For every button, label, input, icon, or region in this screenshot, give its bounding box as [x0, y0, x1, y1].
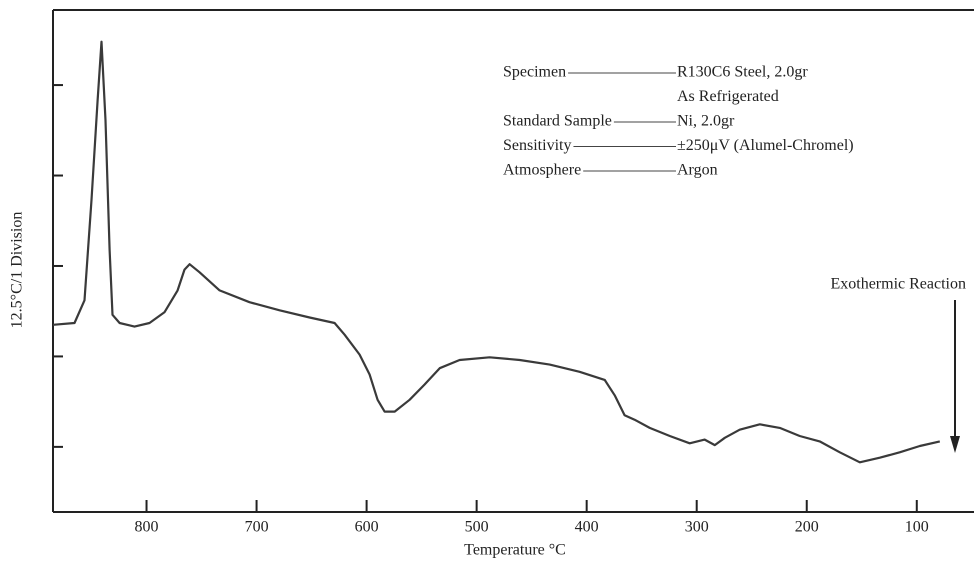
info-label: Standard Sample	[503, 113, 612, 130]
y-axis-label: 12.5°C/1 Division	[9, 212, 26, 329]
x-tick-label: 100	[905, 519, 929, 536]
x-tick-label: 700	[245, 519, 269, 536]
info-value: ±250μV (Alumel-Chromel)	[677, 137, 854, 154]
info-value: Argon	[677, 162, 718, 179]
info-label: Atmosphere	[503, 162, 581, 179]
info-label: Sensitivity	[503, 137, 571, 154]
x-tick-label: 800	[135, 519, 159, 536]
info-label: Specimen	[503, 64, 566, 81]
arrow-head	[950, 436, 960, 453]
data-line	[52, 40, 941, 464]
x-tick-label: 400	[575, 519, 599, 536]
x-tick-label: 500	[465, 519, 489, 536]
info-value: R130C6 Steel, 2.0gr	[677, 64, 808, 81]
x-tick-label: 200	[795, 519, 819, 536]
annotation: Exothermic Reaction	[830, 276, 966, 293]
info-value: Ni, 2.0gr	[677, 113, 735, 130]
info-value: As Refrigerated	[677, 88, 779, 105]
x-axis-label: Temperature °C	[464, 542, 566, 559]
x-tick-label: 600	[355, 519, 379, 536]
x-tick-label: 300	[685, 519, 709, 536]
